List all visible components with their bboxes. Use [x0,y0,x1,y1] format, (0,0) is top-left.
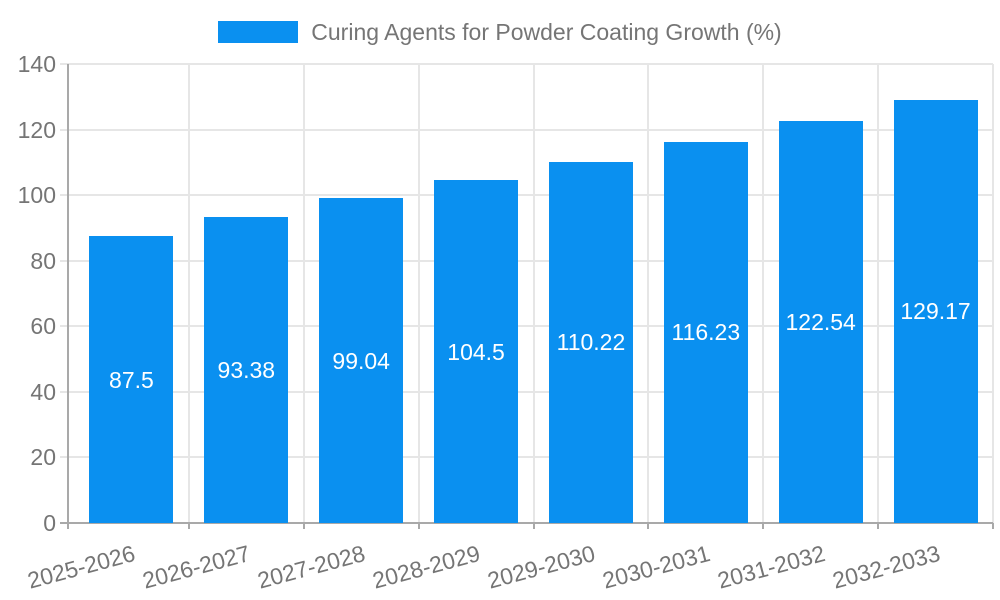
bar [663,141,748,523]
y-tick-label: 100 [17,182,56,209]
gridline-vertical [187,64,190,523]
legend-label: Curing Agents for Powder Coating Growth … [311,19,782,45]
legend-swatch [218,21,299,43]
x-axis-tick [762,523,765,529]
x-axis-line [60,522,993,524]
gridline-horizontal [60,63,993,65]
bar [434,180,519,523]
x-axis-tick [992,523,994,529]
gridline-horizontal [60,194,993,197]
bar-value-label: 110.22 [556,329,626,356]
x-axis-tick [877,523,880,529]
gridline-horizontal [60,259,993,262]
gridline-horizontal [60,456,993,459]
gridline-horizontal [60,325,993,328]
bar [778,121,863,523]
x-axis-tick [187,523,190,529]
bar-value-label: 93.38 [217,356,276,383]
y-tick-label: 140 [17,51,56,77]
gridline-vertical [532,64,535,523]
bar [89,236,174,523]
bar [319,198,404,523]
y-tick-label: 0 [43,510,56,536]
legend-item[interactable]: Curing Agents for Powder Coating Growth … [0,19,1000,45]
gridline-vertical [417,64,420,523]
gridline-vertical [302,64,305,523]
bar-value-label: 122.54 [785,309,856,336]
x-axis-tick [647,523,650,529]
gridline-horizontal [60,390,993,393]
y-tick-label: 40 [30,378,56,405]
y-tick-label: 120 [17,116,56,143]
bar-value-label: 129.17 [900,298,971,325]
bar [548,161,633,523]
gridline-vertical [992,64,994,523]
bar-value-label: 99.04 [332,347,390,374]
y-axis-line [67,64,69,529]
gridline-vertical [647,64,650,523]
bar-value-label: 116.23 [671,319,741,346]
gridline-vertical [762,64,765,523]
gridline-horizontal [60,128,993,131]
x-axis-tick [417,523,420,529]
bar-value-label: 104.5 [447,338,505,365]
y-tick-label: 20 [30,444,56,471]
x-axis-tick [302,523,305,529]
bar [893,99,978,523]
bar [204,216,289,523]
bar-value-label: 87.5 [109,366,154,393]
gridline-vertical [877,64,880,523]
x-axis-tick [532,523,535,529]
y-tick-label: 60 [30,313,56,340]
y-tick-label: 80 [30,247,56,274]
